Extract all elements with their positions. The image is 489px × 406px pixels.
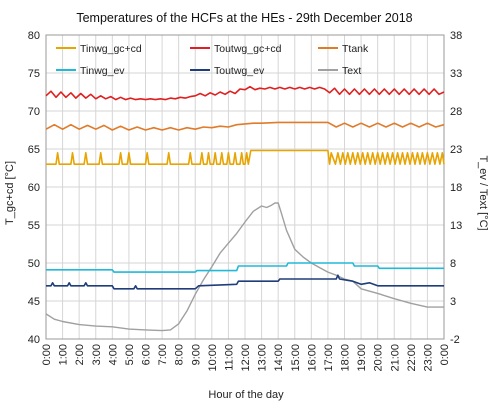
y-tick-right: 28 (450, 106, 462, 118)
x-tick: 0:00 (439, 344, 451, 365)
legend: Tinwg_gc+cd Toutwg_gc+cd Ttank Tinwg_ev Tout… (56, 43, 369, 77)
y-tick-right: 23 (450, 144, 462, 156)
x-tick: 3:00 (91, 344, 103, 365)
y-tick-left: 75 (28, 68, 40, 80)
x-tick: 2:00 (74, 344, 86, 365)
legend-label: Text (342, 65, 361, 77)
x-axis-title: Hour of the day (208, 389, 284, 401)
y-tick-left: 65 (28, 144, 40, 156)
y-tick-right: 13 (450, 220, 462, 232)
legend-label: Toutwg_gc+cd (214, 43, 282, 55)
y-tick-right: 18 (450, 182, 462, 194)
x-tick: 19:00 (356, 344, 368, 372)
y-tick-right: 8 (450, 258, 456, 270)
x-tick: 18:00 (340, 344, 352, 372)
y-tick-left: 70 (28, 106, 40, 118)
y-tick-right: 33 (450, 68, 462, 80)
y-tick-left: 40 (28, 334, 40, 346)
x-tick: 4:00 (107, 344, 119, 365)
y-axis-left-title: T_gc+cd [°C] (4, 161, 16, 225)
x-tick: 14:00 (273, 344, 285, 372)
x-tick: 23:00 (422, 344, 434, 372)
y-tick-left: 45 (28, 296, 40, 308)
series-line-toutwg-ev (46, 274, 444, 290)
series-line-toutwg-gc-cd (45, 85, 445, 101)
y-tick-right: -2 (450, 334, 460, 346)
series-lines (45, 85, 445, 332)
series-line-tinwg-ev (46, 262, 444, 273)
legend-label: Tinwg_ev (80, 65, 125, 77)
series-line-ttank (45, 121, 445, 131)
y-tick-right: 38 (450, 30, 462, 42)
x-tick: 8:00 (174, 344, 186, 365)
x-tick: 5:00 (124, 344, 136, 365)
legend-label: Tinwg_gc+cd (80, 43, 142, 55)
x-tick: 13:00 (257, 344, 269, 372)
x-tick: 21:00 (389, 344, 401, 372)
legend-label: Ttank (342, 43, 369, 55)
y-tick-left: 55 (28, 220, 40, 232)
x-tick: 16:00 (306, 344, 318, 372)
x-tick: 17:00 (323, 344, 335, 372)
x-tick: 9:00 (190, 344, 202, 365)
x-tick: 6:00 (141, 344, 153, 365)
x-tick: 20:00 (373, 344, 385, 372)
x-tick: 7:00 (157, 344, 169, 365)
x-tick: 10:00 (207, 344, 219, 372)
x-tick: 1:00 (58, 344, 70, 365)
y-tick-left: 60 (28, 182, 40, 194)
x-tick: 0:00 (41, 344, 53, 365)
plot-area-frame (45, 34, 445, 340)
y-tick-left: 50 (28, 258, 40, 270)
legend-label: Toutwg_ev (214, 65, 265, 77)
x-tick: 11:00 (223, 344, 235, 371)
x-tick: 12:00 (240, 344, 252, 372)
y-tick-left: 80 (28, 30, 40, 42)
chart-title: Temperatures of the HCFs at the HEs - 29… (76, 11, 412, 25)
x-tick: 22:00 (406, 344, 418, 372)
series-line-tinwg-gc-cd (46, 149, 445, 165)
x-tick: 15:00 (290, 344, 302, 372)
y-tick-right: 3 (450, 296, 456, 308)
y-axis-right-title: T_ev / Text [°C] (477, 155, 489, 230)
